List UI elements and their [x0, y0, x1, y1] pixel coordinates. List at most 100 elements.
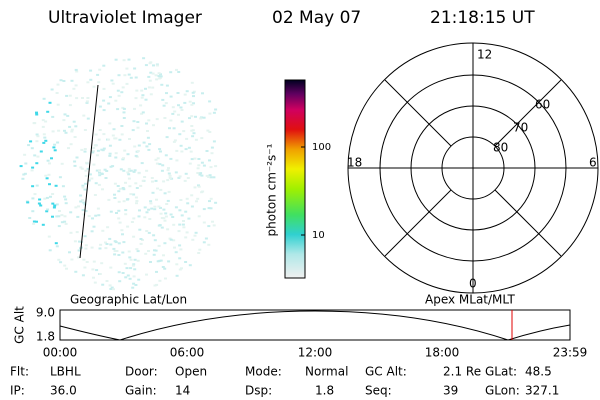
pixel: [163, 267, 167, 270]
pixel: [140, 96, 144, 99]
pixel: [209, 197, 213, 200]
pixel: [105, 170, 109, 172]
pixel: [128, 256, 132, 259]
pixel: [190, 158, 194, 161]
pixel: [166, 179, 170, 182]
pixel: [167, 172, 171, 175]
pixel: [88, 173, 92, 176]
pixel: [184, 148, 188, 151]
pixel: [147, 148, 151, 151]
pixel: [33, 122, 37, 125]
pixel: [131, 286, 135, 289]
pixel: [63, 264, 67, 267]
pixel: [147, 75, 151, 78]
pixel: [197, 164, 201, 167]
pixel: [108, 284, 112, 287]
pixel: [133, 169, 137, 172]
pixel: [186, 202, 190, 205]
pixel: [74, 206, 78, 209]
pixel: [180, 150, 184, 153]
pixel: [70, 130, 74, 133]
pixel: [145, 211, 149, 214]
pixel: [150, 207, 154, 210]
pixel: [62, 119, 66, 122]
pixel: [129, 267, 133, 270]
pixel: [136, 250, 140, 253]
pixel: [93, 194, 97, 196]
pixel: [183, 101, 187, 104]
pixel: [126, 153, 130, 156]
status-value: 2.1 Re: [443, 365, 481, 379]
pixel: [202, 208, 206, 211]
pixel: [161, 98, 165, 101]
pixel: [184, 210, 188, 213]
pixel: [42, 141, 46, 144]
pixel: [47, 173, 51, 176]
pixel: [44, 174, 48, 177]
pixel: [137, 278, 141, 281]
pixel: [122, 200, 126, 203]
pixel: [123, 74, 127, 77]
pixel: [63, 129, 66, 132]
pixel: [168, 176, 172, 179]
pixel: [188, 117, 191, 120]
pixel: [168, 237, 172, 240]
pixel: [208, 159, 211, 162]
pixel: [121, 251, 125, 254]
pixel: [137, 144, 141, 147]
pixel: [42, 133, 46, 136]
pixel: [178, 133, 182, 136]
pixel: [179, 106, 183, 109]
pixel: [84, 174, 88, 177]
pixel: [158, 163, 162, 166]
pixel: [191, 135, 195, 138]
pixel: [62, 80, 66, 82]
pixel: [144, 87, 147, 90]
pixel: [81, 184, 85, 187]
pixel: [193, 234, 197, 237]
pixel: [97, 81, 101, 84]
pixel: [33, 154, 37, 157]
status-label: IP:: [10, 384, 25, 398]
pixel: [122, 169, 126, 172]
pixel: [120, 125, 124, 127]
pixel: [63, 195, 67, 198]
pixel: [173, 110, 177, 113]
pixel: [83, 235, 87, 238]
pixel: [183, 179, 187, 182]
pixel: [29, 140, 33, 143]
pixel: [167, 190, 171, 193]
pixel: [148, 79, 152, 82]
pixel: [24, 162, 28, 165]
time: 21:18:15 UT: [430, 8, 535, 28]
hour-label: 12: [477, 48, 492, 62]
pixel: [190, 81, 194, 84]
pixel: [63, 215, 67, 218]
pixel: [198, 248, 202, 251]
pixel: [157, 244, 161, 247]
pixel: [122, 188, 126, 191]
pixel: [114, 152, 118, 155]
pixel: [178, 244, 182, 247]
pixel: [153, 249, 156, 252]
pixel: [164, 215, 168, 218]
pixel: [212, 224, 216, 227]
pixel: [54, 184, 58, 187]
pixel: [108, 154, 112, 157]
pixel: [122, 111, 126, 114]
pixel: [83, 150, 87, 153]
pixel: [209, 166, 213, 169]
pixel: [125, 82, 129, 85]
pixel: [141, 179, 145, 182]
pixel: [179, 248, 183, 251]
pixel: [148, 143, 152, 146]
pixel: [175, 274, 179, 277]
pixel: [128, 277, 132, 280]
pixel: [162, 104, 166, 107]
pixel: [30, 169, 34, 172]
pixel: [35, 184, 39, 187]
pixel: [147, 250, 150, 252]
pixel: [155, 270, 158, 273]
pixel: [188, 100, 192, 103]
pixel: [72, 120, 76, 123]
